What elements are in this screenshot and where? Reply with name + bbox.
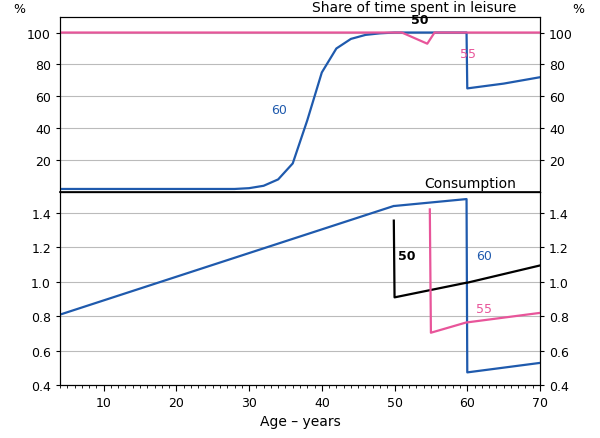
Text: 60: 60 (476, 250, 492, 263)
Text: 60: 60 (271, 103, 287, 117)
Text: %: % (13, 3, 25, 16)
Text: Consumption: Consumption (424, 176, 516, 190)
Text: 55: 55 (460, 48, 476, 60)
Text: 50: 50 (411, 14, 429, 27)
Text: %: % (572, 3, 584, 16)
Text: 55: 55 (476, 302, 492, 315)
Text: 50: 50 (398, 249, 416, 262)
X-axis label: Age – years: Age – years (260, 414, 340, 428)
Text: Share of time spent in leisure: Share of time spent in leisure (311, 1, 516, 15)
